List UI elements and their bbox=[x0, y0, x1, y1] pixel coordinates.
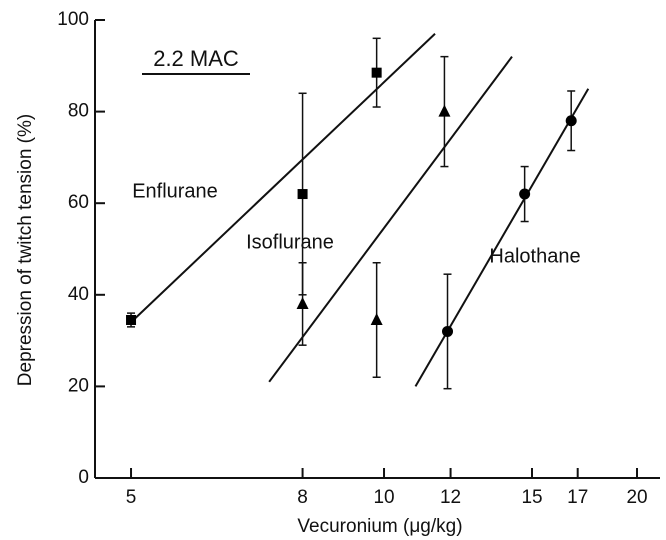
x-tick-label: 5 bbox=[126, 487, 137, 508]
y-tick-label: 80 bbox=[68, 101, 89, 122]
x-tick-label: 8 bbox=[297, 487, 308, 508]
y-tick-label: 60 bbox=[68, 192, 89, 213]
annotation: 2.2 MAC bbox=[153, 46, 239, 71]
series-label: Isoflurane bbox=[246, 231, 334, 253]
series-label: Halothane bbox=[489, 245, 580, 267]
y-tick-label: 100 bbox=[57, 9, 89, 30]
point bbox=[438, 104, 451, 117]
series-label: Enflurane bbox=[132, 180, 218, 202]
point bbox=[126, 314, 137, 325]
y-tick-label: 0 bbox=[78, 467, 89, 488]
x-tick-label: 20 bbox=[626, 487, 647, 508]
point bbox=[565, 115, 577, 127]
fit-line bbox=[268, 56, 513, 383]
x-tick-label: 17 bbox=[567, 487, 588, 508]
point bbox=[297, 189, 308, 200]
y-tick-label: 20 bbox=[68, 375, 89, 396]
fit-line bbox=[130, 33, 436, 324]
point bbox=[519, 188, 531, 200]
point bbox=[371, 67, 382, 78]
y-tick-label: 40 bbox=[68, 284, 89, 305]
y-axis-label: Depression of twitch tension (%) bbox=[15, 114, 36, 386]
x-axis-label: Vecuronium (μg/kg) bbox=[297, 516, 462, 537]
point bbox=[370, 312, 383, 325]
x-tick-label: 15 bbox=[521, 487, 542, 508]
point bbox=[296, 296, 309, 309]
fit-line bbox=[414, 88, 590, 387]
x-tick-label: 10 bbox=[373, 487, 394, 508]
point bbox=[442, 325, 454, 337]
x-tick-label: 12 bbox=[440, 487, 461, 508]
